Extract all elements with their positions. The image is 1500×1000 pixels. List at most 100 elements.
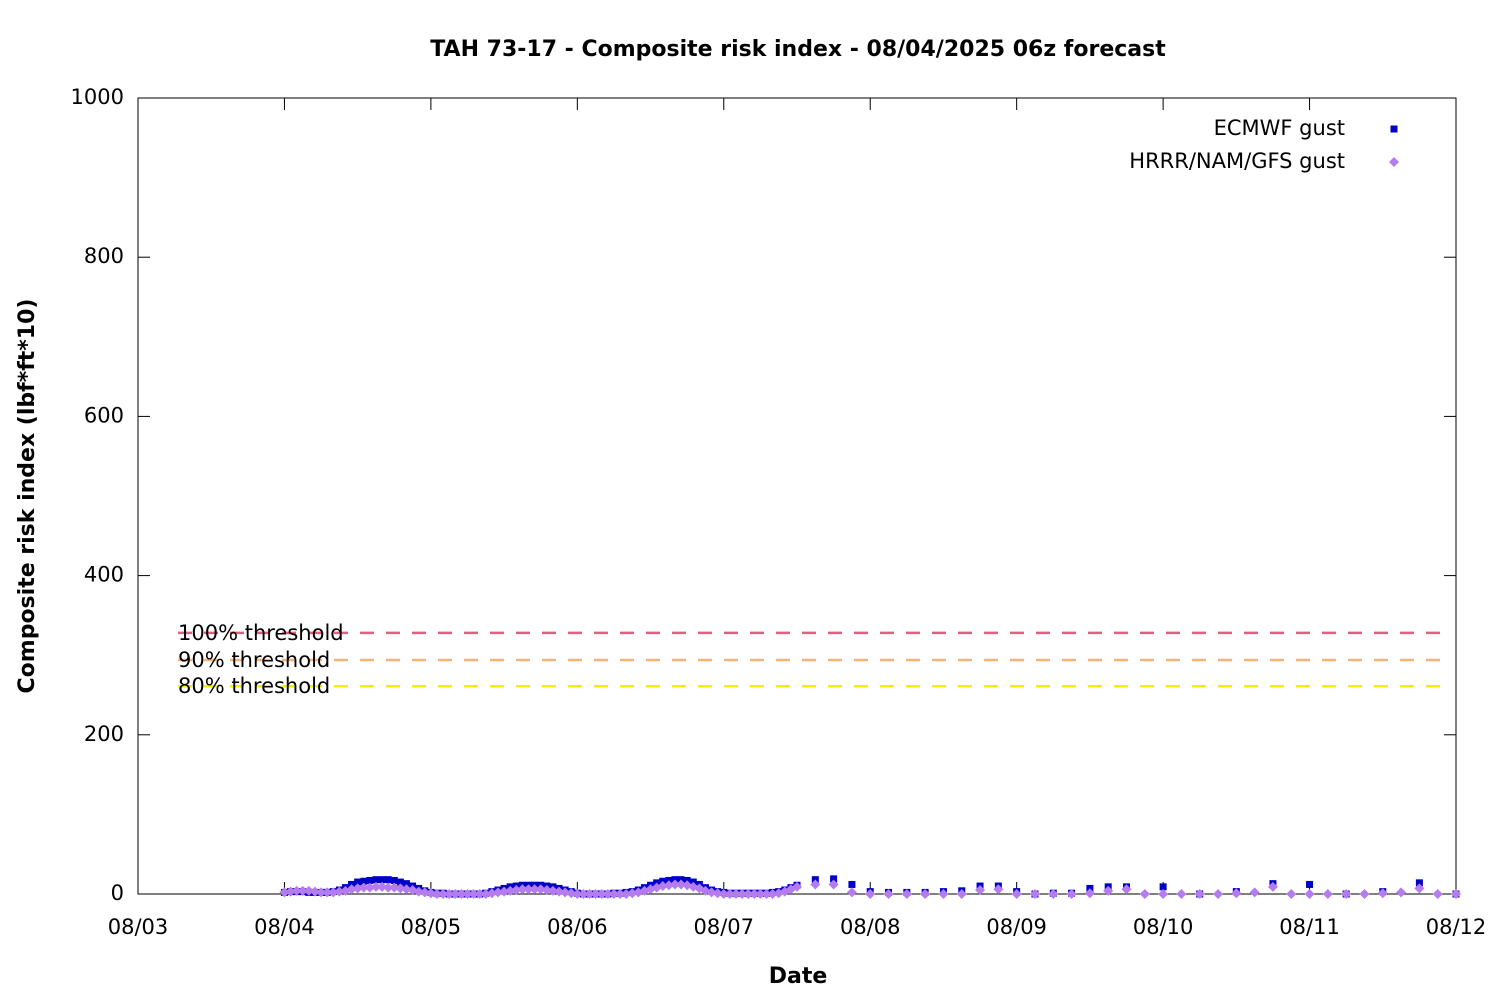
point bbox=[755, 889, 766, 899]
point bbox=[378, 876, 386, 884]
point bbox=[1011, 889, 1022, 899]
point bbox=[328, 887, 339, 898]
point bbox=[366, 876, 374, 884]
point bbox=[560, 887, 571, 898]
point bbox=[596, 889, 607, 899]
point bbox=[1267, 881, 1278, 892]
x-tick-label: 08/07 bbox=[694, 915, 755, 939]
plot-frame bbox=[137, 97, 1457, 895]
legend-label: HRRR/NAM/GFS gust bbox=[1129, 149, 1345, 173]
x-tick-label: 08/03 bbox=[108, 915, 169, 939]
point bbox=[480, 889, 491, 899]
legend-label: ECMWF gust bbox=[1214, 116, 1345, 140]
point bbox=[354, 878, 362, 886]
y-axis-label: Composite risk index (lbf*ft*10) bbox=[15, 299, 40, 694]
point bbox=[712, 888, 723, 899]
point bbox=[767, 889, 778, 899]
point bbox=[517, 884, 528, 895]
point bbox=[1121, 884, 1132, 895]
point bbox=[419, 887, 430, 898]
point bbox=[352, 883, 363, 894]
point bbox=[730, 889, 741, 899]
point bbox=[535, 884, 546, 895]
point bbox=[1176, 889, 1187, 899]
point bbox=[828, 879, 839, 890]
point bbox=[529, 884, 540, 895]
point bbox=[761, 889, 772, 899]
point bbox=[1286, 889, 1297, 899]
point bbox=[291, 885, 302, 896]
point bbox=[602, 889, 613, 899]
point bbox=[511, 885, 522, 896]
x-tick-label: 08/12 bbox=[1426, 915, 1487, 939]
point bbox=[1048, 889, 1059, 899]
point bbox=[499, 886, 510, 897]
point bbox=[396, 878, 404, 886]
point bbox=[1103, 885, 1114, 896]
x-tick-label: 08/05 bbox=[401, 915, 462, 939]
y-tick-label: 200 bbox=[84, 722, 124, 746]
point bbox=[377, 881, 388, 892]
point bbox=[384, 876, 392, 884]
point bbox=[389, 882, 400, 893]
point bbox=[285, 886, 296, 897]
x-tick-label: 08/04 bbox=[254, 915, 315, 939]
point bbox=[505, 885, 516, 896]
point bbox=[1139, 889, 1150, 899]
threshold-label: 100% threshold bbox=[178, 621, 344, 645]
point bbox=[956, 889, 967, 899]
point bbox=[493, 887, 504, 898]
point bbox=[462, 889, 473, 899]
y-tick-label: 800 bbox=[84, 244, 124, 268]
point bbox=[450, 889, 461, 899]
y-tick-label: 0 bbox=[111, 881, 124, 905]
point bbox=[737, 889, 748, 899]
x-tick-label: 08/11 bbox=[1279, 915, 1340, 939]
point bbox=[657, 881, 668, 892]
point bbox=[413, 886, 424, 897]
point bbox=[1359, 889, 1370, 899]
point bbox=[1084, 888, 1095, 899]
chart-title: TAH 73-17 - Composite risk index - 08/04… bbox=[430, 37, 1166, 62]
point bbox=[724, 889, 735, 899]
point bbox=[1213, 889, 1224, 899]
point bbox=[901, 889, 912, 899]
legend-marker bbox=[1389, 157, 1399, 167]
point bbox=[1158, 889, 1169, 899]
point bbox=[279, 887, 290, 898]
point bbox=[468, 889, 479, 899]
point bbox=[627, 888, 638, 899]
point bbox=[1194, 889, 1205, 899]
point bbox=[474, 889, 485, 899]
point bbox=[1415, 879, 1423, 887]
x-axis-label: Date bbox=[769, 964, 828, 989]
point bbox=[572, 889, 583, 899]
point bbox=[1414, 883, 1425, 894]
point bbox=[444, 889, 455, 899]
point bbox=[370, 881, 381, 892]
point bbox=[372, 876, 380, 884]
point bbox=[848, 880, 856, 888]
point bbox=[390, 876, 398, 884]
point bbox=[402, 880, 410, 888]
point bbox=[920, 889, 931, 899]
point bbox=[486, 888, 497, 899]
point bbox=[1341, 889, 1352, 899]
point bbox=[297, 885, 308, 896]
point bbox=[676, 879, 687, 890]
point bbox=[364, 882, 375, 893]
x-tick-label: 08/08 bbox=[840, 915, 901, 939]
point bbox=[523, 884, 534, 895]
point bbox=[1396, 887, 1407, 898]
point bbox=[663, 880, 674, 891]
point bbox=[608, 889, 619, 899]
x-tick-label: 08/09 bbox=[986, 915, 1047, 939]
point bbox=[975, 885, 986, 896]
point bbox=[566, 888, 577, 899]
point bbox=[541, 885, 552, 896]
x-tick-label: 08/06 bbox=[547, 915, 608, 939]
point bbox=[883, 889, 894, 899]
point bbox=[1377, 888, 1388, 899]
point bbox=[810, 879, 821, 890]
point bbox=[718, 889, 729, 899]
